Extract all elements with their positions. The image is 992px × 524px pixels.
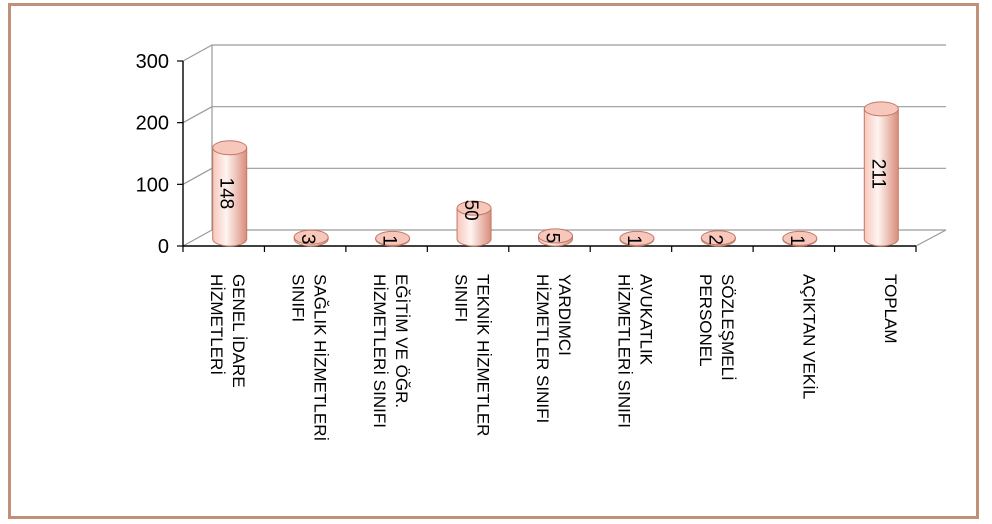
data-label: 1 xyxy=(786,235,807,246)
bar-body xyxy=(212,147,248,247)
x-category-label: HİZMETLERİ SINIFI xyxy=(614,274,633,428)
x-category-label: TOPLAM xyxy=(881,274,900,344)
x-category-label: HİZMETLERİ SINIFI xyxy=(370,274,389,428)
y-tick-label: 100 xyxy=(136,174,169,196)
bar-body xyxy=(863,108,899,247)
x-category-label: AVUKATLIK xyxy=(636,274,655,366)
bar xyxy=(456,200,492,247)
bar-top xyxy=(375,230,411,246)
bar-top xyxy=(456,200,492,216)
x-category-label: PERSONEL xyxy=(696,274,715,367)
x-category-label: AÇIKTAN VEKİL xyxy=(799,274,818,399)
bar xyxy=(538,228,573,247)
axis-layer xyxy=(177,60,917,252)
bar-top xyxy=(700,230,736,246)
x-category-label: GENEL İDARE xyxy=(229,274,248,388)
bar-top xyxy=(212,140,248,156)
y-tick-label: 200 xyxy=(136,113,169,135)
bar xyxy=(212,140,248,247)
bar xyxy=(293,229,329,247)
x-category-label: SINIFI xyxy=(289,274,308,322)
bar-top xyxy=(538,228,573,244)
chart-frame: 0 100 200 300 148 GENEL İDARE HİZMETLERİ 3 SAĞLI… xyxy=(8,3,979,519)
x-category-label: SAĞLIK HİZMETLERİ xyxy=(311,274,330,441)
x-category-label: HİZMETLER SINIFI xyxy=(533,274,552,423)
data-label: 148 xyxy=(216,178,237,210)
bar-top xyxy=(619,230,655,246)
bar-body xyxy=(456,207,492,247)
data-label: 5 xyxy=(541,233,562,244)
gridline-depth-100 xyxy=(182,167,213,185)
bar xyxy=(782,230,818,247)
bar xyxy=(375,230,411,247)
data-label: 2 xyxy=(704,234,725,245)
gridline-depth-300 xyxy=(182,44,213,62)
floor-right-edge xyxy=(915,229,947,247)
bar-top xyxy=(863,101,899,117)
data-label: 50 xyxy=(460,200,481,221)
x-category-label: SINIFI xyxy=(452,274,471,322)
x-category-label: YARDIMCI xyxy=(555,274,574,356)
bar xyxy=(619,230,655,247)
y-tick-label: 0 xyxy=(158,236,169,258)
gridline-depth-200 xyxy=(182,106,213,124)
gridline-depth-0 xyxy=(182,229,213,247)
bar xyxy=(700,230,736,247)
x-category-label: EĞİTİM VE ÖĞR. xyxy=(392,274,411,408)
bars-layer xyxy=(212,101,899,247)
data-label: 211 xyxy=(867,159,888,189)
data-label: 3 xyxy=(297,234,318,245)
grid-layer xyxy=(182,44,947,247)
x-category-label: SÖZLEŞMELİ xyxy=(718,274,737,381)
data-label: 1 xyxy=(379,235,400,246)
data-label: 1 xyxy=(623,235,644,246)
x-category-label: TEKNİK HİZMETLER xyxy=(474,274,493,436)
bar-top xyxy=(293,229,329,245)
y-tick-label: 300 xyxy=(136,51,169,73)
x-category-label: HİZMETLERİ xyxy=(207,274,226,375)
bar xyxy=(863,101,899,247)
bar-top xyxy=(782,230,818,246)
